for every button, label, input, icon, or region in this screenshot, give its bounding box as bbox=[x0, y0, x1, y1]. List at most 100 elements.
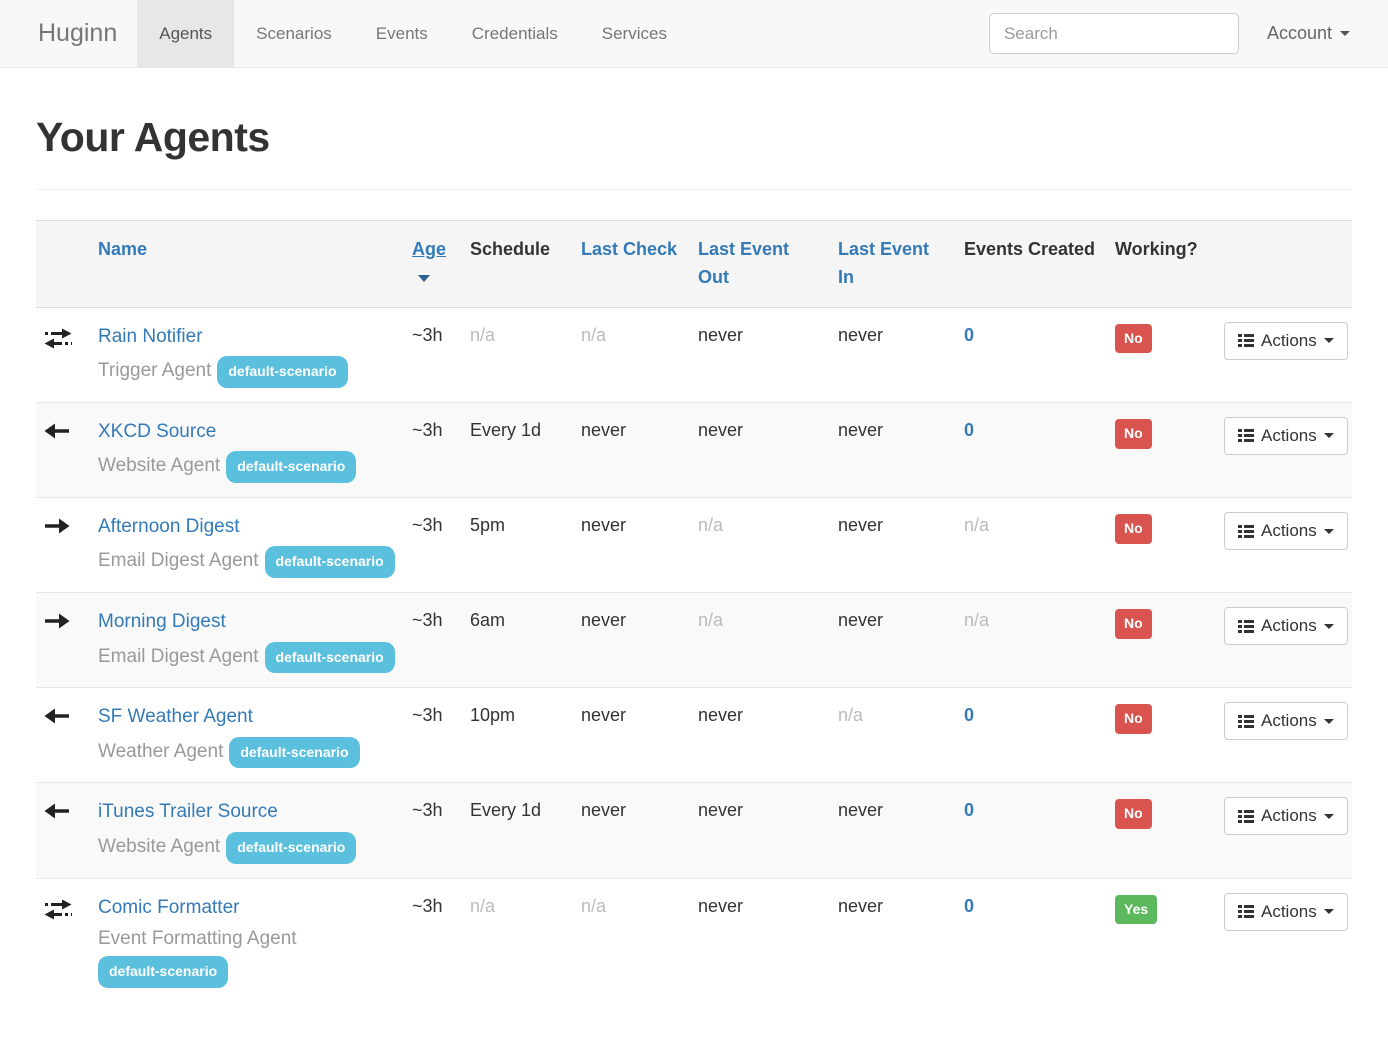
agent-subtitle: Event Formatting Agent default-scenario bbox=[98, 924, 396, 989]
last-check-cell: n/a bbox=[581, 324, 607, 345]
last-event-in-cell: never bbox=[838, 515, 884, 536]
events-count-link[interactable]: 0 bbox=[964, 895, 975, 916]
last-event-out-cell: never bbox=[698, 800, 744, 821]
actions-button-label: Actions bbox=[1261, 616, 1317, 636]
table-row: SF Weather Agent Weather Agent default-sc… bbox=[36, 687, 1352, 783]
actions-dropdown-button[interactable]: Actions bbox=[1224, 321, 1348, 360]
actions-button-label: Actions bbox=[1261, 425, 1317, 445]
header-name: Name bbox=[90, 221, 404, 308]
actions-button-label: Actions bbox=[1261, 521, 1317, 541]
sort-by-last-event-in-link[interactable]: Last Event In bbox=[838, 239, 930, 287]
exchange-icon bbox=[44, 328, 72, 349]
nav-item-events[interactable]: Events bbox=[375, 23, 428, 43]
agent-flow-icon bbox=[44, 328, 72, 353]
list-icon bbox=[1238, 619, 1254, 633]
agent-name-link[interactable]: Comic Formatter bbox=[98, 896, 240, 918]
arrow-left-icon bbox=[44, 803, 69, 819]
agent-subtitle: Website Agent default-scenario bbox=[98, 448, 396, 484]
agent-flow-icon bbox=[44, 899, 72, 924]
agent-subtitle: Trigger Agent default-scenario bbox=[98, 353, 396, 388]
chevron-down-icon bbox=[1323, 433, 1334, 439]
sort-by-last-event-out-link[interactable]: Last Event Out bbox=[698, 239, 790, 287]
agent-subtitle: Email Digest Agent default-scenario bbox=[98, 543, 396, 579]
scenario-badge[interactable]: default-scenario bbox=[226, 451, 357, 484]
list-icon bbox=[1238, 905, 1254, 919]
account-label: Account bbox=[1266, 23, 1332, 43]
list-icon bbox=[1238, 809, 1254, 823]
search-input[interactable] bbox=[988, 13, 1239, 54]
actions-dropdown-button[interactable]: Actions bbox=[1224, 702, 1348, 741]
events-count-link[interactable]: 0 bbox=[964, 800, 975, 821]
table-header-row: Name Age Schedule Last Check Last Event … bbox=[36, 220, 1352, 308]
actions-dropdown-button[interactable]: Actions bbox=[1224, 607, 1348, 646]
agent-flow-icon bbox=[44, 423, 70, 443]
working-status-badge: No bbox=[1115, 609, 1152, 639]
agent-name-link[interactable]: Rain Notifier bbox=[98, 325, 203, 347]
working-status-badge: No bbox=[1115, 514, 1152, 544]
agent-name-link[interactable]: Afternoon Digest bbox=[98, 516, 240, 538]
list-icon bbox=[1238, 524, 1254, 538]
scenario-badge[interactable]: default-scenario bbox=[226, 831, 357, 864]
agent-flow-icon bbox=[44, 518, 70, 538]
nav-item-credentials[interactable]: Credentials bbox=[471, 23, 558, 43]
last-event-in-cell: never bbox=[838, 324, 884, 345]
table-row: Rain Notifier Trigger Agent default-scena… bbox=[36, 307, 1352, 403]
scenario-badge[interactable]: default-scenario bbox=[217, 356, 348, 388]
agent-type-label: Email Digest Agent bbox=[98, 550, 259, 572]
nav-spacer bbox=[689, 0, 989, 67]
actions-dropdown-button[interactable]: Actions bbox=[1224, 416, 1348, 455]
agent-type-label: Website Agent bbox=[98, 835, 221, 857]
sort-by-age-link[interactable]: Age bbox=[412, 239, 447, 259]
header-last-event-in: Last Event In bbox=[830, 221, 956, 308]
chevron-down-icon bbox=[1323, 813, 1334, 819]
brand-logo[interactable]: Huginn bbox=[38, 19, 118, 47]
last-event-out-cell: n/a bbox=[698, 610, 724, 631]
exchange-icon bbox=[44, 899, 72, 920]
schedule-cell: 6am bbox=[470, 610, 506, 631]
age-cell: ~3h bbox=[412, 419, 443, 440]
actions-dropdown-button[interactable]: Actions bbox=[1224, 512, 1348, 551]
sort-by-last-check-link[interactable]: Last Check bbox=[581, 239, 678, 259]
agents-table: Name Age Schedule Last Check Last Event … bbox=[36, 220, 1352, 1003]
arrow-right-icon bbox=[45, 518, 70, 534]
agent-name-link[interactable]: iTunes Trailer Source bbox=[98, 801, 278, 823]
actions-dropdown-button[interactable]: Actions bbox=[1224, 797, 1348, 836]
table-row: Morning Digest Email Digest Agent default… bbox=[36, 592, 1352, 688]
agent-name-link[interactable]: SF Weather Agent bbox=[98, 706, 253, 728]
events-created-cell: n/a bbox=[964, 515, 990, 536]
last-event-out-cell: never bbox=[698, 705, 744, 726]
scenario-badge[interactable]: default-scenario bbox=[98, 956, 229, 989]
nav-item-agents[interactable]: Agents bbox=[137, 0, 235, 67]
last-event-out-cell: never bbox=[698, 895, 744, 916]
arrow-left-icon bbox=[44, 423, 69, 439]
agent-subtitle: Website Agent default-scenario bbox=[98, 829, 396, 864]
agent-type-label: Website Agent bbox=[98, 455, 221, 477]
agent-name-link[interactable]: XKCD Source bbox=[98, 420, 217, 442]
age-cell: ~3h bbox=[412, 324, 443, 345]
events-count-link[interactable]: 0 bbox=[964, 419, 975, 440]
list-icon bbox=[1238, 334, 1254, 348]
last-event-in-cell: n/a bbox=[838, 705, 864, 726]
scenario-badge[interactable]: default-scenario bbox=[264, 546, 395, 579]
agent-type-label: Weather Agent bbox=[98, 740, 224, 762]
scenario-badge[interactable]: default-scenario bbox=[229, 736, 360, 769]
working-status-badge: No bbox=[1115, 799, 1152, 830]
working-status-badge: No bbox=[1115, 323, 1152, 354]
chevron-down-icon bbox=[1323, 623, 1334, 629]
nav-item-scenarios[interactable]: Scenarios bbox=[256, 23, 332, 43]
scenario-badge[interactable]: default-scenario bbox=[264, 641, 395, 674]
table-row: Comic Formatter Event Formatting Agent de… bbox=[36, 878, 1352, 1003]
header-actions-col bbox=[1216, 221, 1352, 308]
last-event-in-cell: never bbox=[838, 800, 884, 821]
nav-item-services[interactable]: Services bbox=[601, 23, 667, 43]
sort-by-name-link[interactable]: Name bbox=[98, 239, 148, 259]
arrow-left-icon bbox=[44, 708, 69, 724]
actions-dropdown-button[interactable]: Actions bbox=[1224, 892, 1348, 931]
arrow-right-icon bbox=[45, 613, 70, 629]
events-count-link[interactable]: 0 bbox=[964, 324, 975, 345]
events-count-link[interactable]: 0 bbox=[964, 705, 975, 726]
agent-name-link[interactable]: Morning Digest bbox=[98, 611, 226, 633]
agent-flow-icon bbox=[44, 803, 70, 823]
account-menu[interactable]: Account bbox=[1239, 0, 1388, 67]
page-title: Your Agents bbox=[36, 114, 270, 160]
